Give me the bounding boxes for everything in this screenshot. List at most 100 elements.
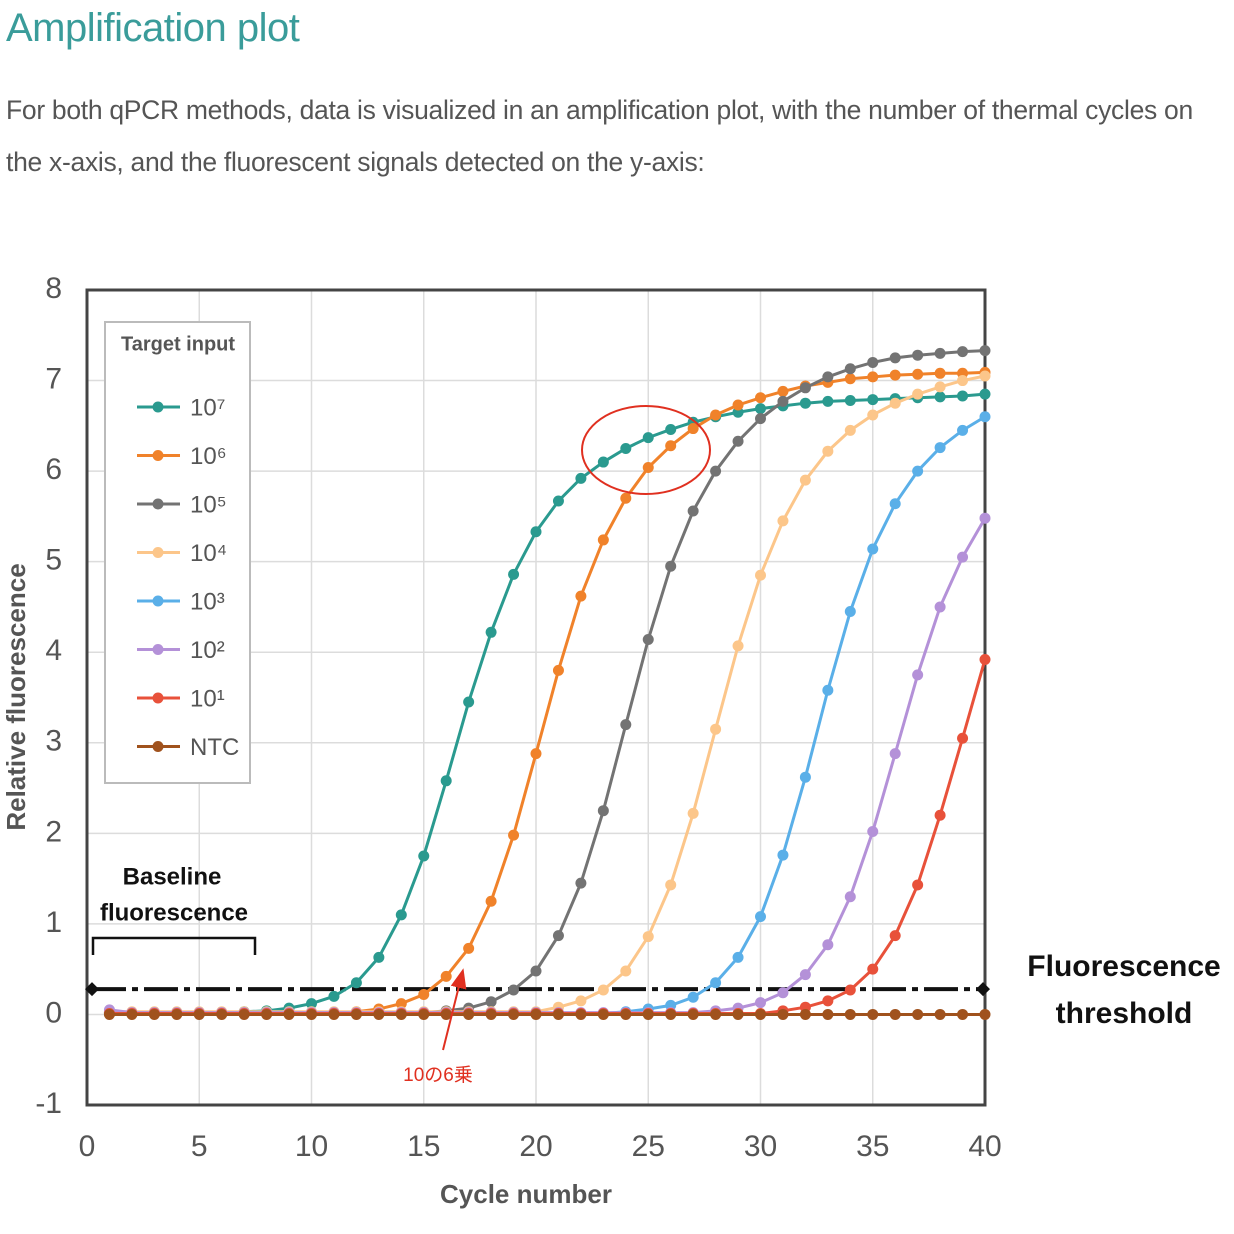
data-point	[530, 965, 542, 977]
data-point	[934, 391, 946, 403]
data-point	[777, 987, 789, 999]
data-point	[732, 951, 744, 963]
data-point	[889, 498, 901, 510]
y-tick-label: 1	[45, 906, 62, 939]
data-point	[889, 369, 901, 381]
data-point	[912, 669, 924, 681]
data-point	[171, 1008, 183, 1020]
data-point	[822, 371, 834, 383]
data-point	[979, 653, 991, 665]
data-point	[957, 375, 969, 387]
baseline-label: Baseline	[123, 863, 222, 890]
data-point	[889, 352, 901, 364]
data-point	[126, 1008, 138, 1020]
data-point	[912, 388, 924, 400]
threshold-end	[976, 982, 990, 997]
legend-label: NTC	[190, 734, 239, 761]
data-point	[755, 1008, 766, 1020]
data-point	[530, 526, 542, 538]
data-point	[867, 963, 879, 975]
legend-marker	[152, 450, 164, 461]
data-point	[642, 634, 654, 646]
data-point	[799, 969, 811, 981]
baseline-bracket	[91, 936, 257, 955]
data-point	[957, 424, 969, 436]
data-point	[867, 394, 879, 406]
data-point	[732, 640, 744, 652]
data-point	[979, 345, 991, 357]
data-point	[463, 696, 475, 708]
data-point	[777, 385, 789, 397]
data-point	[328, 990, 340, 1002]
x-tick-label: 10	[295, 1130, 328, 1163]
data-point	[755, 911, 766, 923]
data-point	[508, 568, 520, 580]
data-point	[597, 805, 609, 817]
data-point	[934, 381, 946, 393]
data-point	[463, 942, 475, 954]
data-point	[552, 664, 564, 676]
data-point	[440, 1008, 452, 1020]
legend-marker	[152, 498, 164, 510]
data-point	[889, 930, 901, 942]
data-point	[889, 1008, 901, 1020]
data-point	[620, 719, 632, 731]
legend-label: 10⁶	[190, 443, 227, 470]
data-point	[867, 826, 879, 838]
data-point	[350, 1008, 362, 1020]
data-point	[799, 1008, 811, 1020]
y-tick-label: 7	[45, 362, 62, 395]
data-point	[328, 1008, 340, 1020]
y-axis-title: Relative fluorescence	[1, 563, 31, 830]
data-point	[373, 951, 385, 963]
data-point	[755, 413, 766, 425]
data-point	[687, 1008, 699, 1020]
data-point	[777, 849, 789, 861]
y-tick-label: 6	[45, 453, 62, 486]
data-point	[373, 1008, 385, 1020]
data-point	[912, 349, 924, 361]
data-point	[934, 367, 946, 379]
data-point	[957, 551, 969, 563]
data-point	[148, 1008, 160, 1020]
heading: Amplification plot	[6, 6, 300, 50]
data-point	[822, 684, 834, 696]
data-point	[844, 373, 856, 385]
data-point	[822, 995, 834, 1007]
x-tick-label: 0	[79, 1130, 96, 1163]
note-label: 10の6乗	[403, 1064, 473, 1086]
data-point	[934, 347, 946, 359]
x-tick-label: 40	[968, 1130, 1001, 1163]
y-tick-label: 5	[45, 544, 62, 577]
intro-text: For both qPCR methods, data is visualize…	[6, 95, 1193, 177]
legend-label: 10²	[190, 637, 225, 664]
legend-label: 10³	[190, 588, 225, 615]
data-point	[642, 461, 654, 473]
data-point	[350, 977, 362, 989]
data-point	[552, 930, 564, 942]
x-tick-label: 5	[191, 1130, 208, 1163]
data-point	[755, 392, 766, 404]
data-point	[575, 995, 587, 1007]
legend-label: 10¹	[190, 685, 225, 712]
data-point	[508, 829, 520, 841]
legend-label: 10⁷	[190, 394, 225, 421]
data-point	[822, 445, 834, 457]
data-point	[597, 534, 609, 546]
legend-label: 10⁴	[190, 540, 227, 567]
data-point	[844, 424, 856, 436]
data-point	[710, 465, 722, 477]
data-point	[261, 1008, 273, 1020]
data-point	[665, 423, 677, 435]
y-tick-label: -1	[35, 1087, 62, 1120]
x-axis-title: Cycle number	[440, 1179, 612, 1209]
baseline-label: fluorescence	[100, 899, 248, 926]
data-point	[418, 1008, 430, 1020]
data-point	[552, 1008, 564, 1020]
data-point	[822, 395, 834, 407]
data-point	[597, 984, 609, 996]
y-tick-label: 0	[45, 996, 62, 1029]
data-point	[575, 472, 587, 484]
